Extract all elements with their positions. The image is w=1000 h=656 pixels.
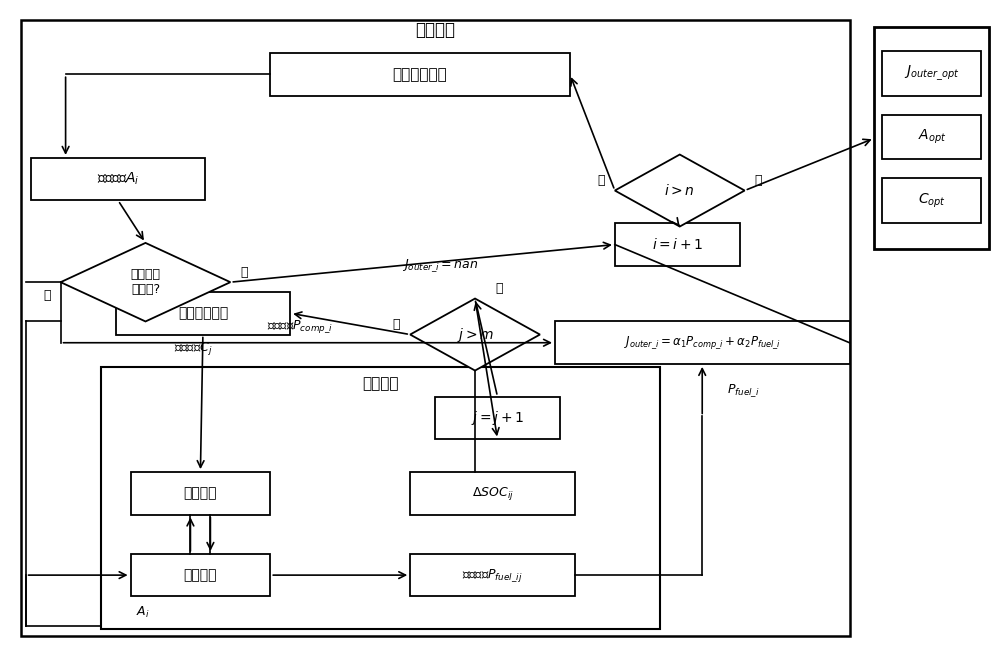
FancyBboxPatch shape xyxy=(882,178,981,222)
Text: 内层优化算法: 内层优化算法 xyxy=(178,306,228,320)
Text: $A_{opt}$: $A_{opt}$ xyxy=(918,128,946,146)
Text: $C_{opt}$: $C_{opt}$ xyxy=(918,191,946,209)
Text: $i>n$: $i>n$ xyxy=(664,183,695,198)
Polygon shape xyxy=(410,298,540,371)
Text: 是: 是 xyxy=(43,289,51,302)
Text: $j=j+1$: $j=j+1$ xyxy=(471,409,524,427)
Text: 满足动力
性约束?: 满足动力 性约束? xyxy=(130,268,160,296)
FancyBboxPatch shape xyxy=(131,472,270,514)
FancyBboxPatch shape xyxy=(270,53,570,96)
Text: 是: 是 xyxy=(755,174,762,187)
Text: 控制策略: 控制策略 xyxy=(184,486,217,501)
FancyBboxPatch shape xyxy=(101,367,660,629)
FancyBboxPatch shape xyxy=(116,292,290,335)
Text: $A_i$: $A_i$ xyxy=(136,605,149,621)
Text: $i=i+1$: $i=i+1$ xyxy=(652,237,703,252)
Polygon shape xyxy=(615,155,745,226)
FancyBboxPatch shape xyxy=(410,472,575,514)
Text: 部件参数$A_i$: 部件参数$A_i$ xyxy=(97,171,139,187)
FancyBboxPatch shape xyxy=(410,554,575,596)
FancyBboxPatch shape xyxy=(21,20,850,636)
Text: 否: 否 xyxy=(393,318,400,331)
Text: 外层优化: 外层优化 xyxy=(415,21,455,39)
FancyBboxPatch shape xyxy=(882,115,981,159)
FancyBboxPatch shape xyxy=(874,27,989,249)
FancyBboxPatch shape xyxy=(31,158,205,200)
Text: $J_{outer\_i}=\alpha_1 P_{comp\_i}+\alpha_2 P_{fuel\_i}$: $J_{outer\_i}=\alpha_1 P_{comp\_i}+\alph… xyxy=(624,334,781,351)
FancyBboxPatch shape xyxy=(615,223,740,266)
Text: 部件成本$P_{comp\_i}$: 部件成本$P_{comp\_i}$ xyxy=(267,318,333,335)
Text: 内层优化: 内层优化 xyxy=(362,376,398,391)
Text: $J_{outer\_i}=nan$: $J_{outer\_i}=nan$ xyxy=(402,257,478,274)
Text: $\Delta SOC_{ij}$: $\Delta SOC_{ij}$ xyxy=(472,485,513,502)
FancyBboxPatch shape xyxy=(555,321,850,364)
Text: $j>m$: $j>m$ xyxy=(457,325,494,344)
Text: 控制参数$C_j$: 控制参数$C_j$ xyxy=(174,340,212,358)
Text: 外层优化算法: 外层优化算法 xyxy=(393,67,447,82)
FancyBboxPatch shape xyxy=(882,51,981,96)
Text: 燃油成本$P_{fuel\_ij}$: 燃油成本$P_{fuel\_ij}$ xyxy=(462,567,523,584)
FancyBboxPatch shape xyxy=(131,554,270,596)
Text: 否: 否 xyxy=(597,174,605,187)
Text: 否: 否 xyxy=(240,266,248,279)
Text: 整车模型: 整车模型 xyxy=(184,568,217,582)
Text: 是: 是 xyxy=(495,282,503,295)
Polygon shape xyxy=(61,243,230,321)
Text: $P_{fuel\_i}$: $P_{fuel\_i}$ xyxy=(727,382,760,399)
Text: $J_{outer\_opt}$: $J_{outer\_opt}$ xyxy=(904,64,960,83)
FancyBboxPatch shape xyxy=(435,397,560,440)
